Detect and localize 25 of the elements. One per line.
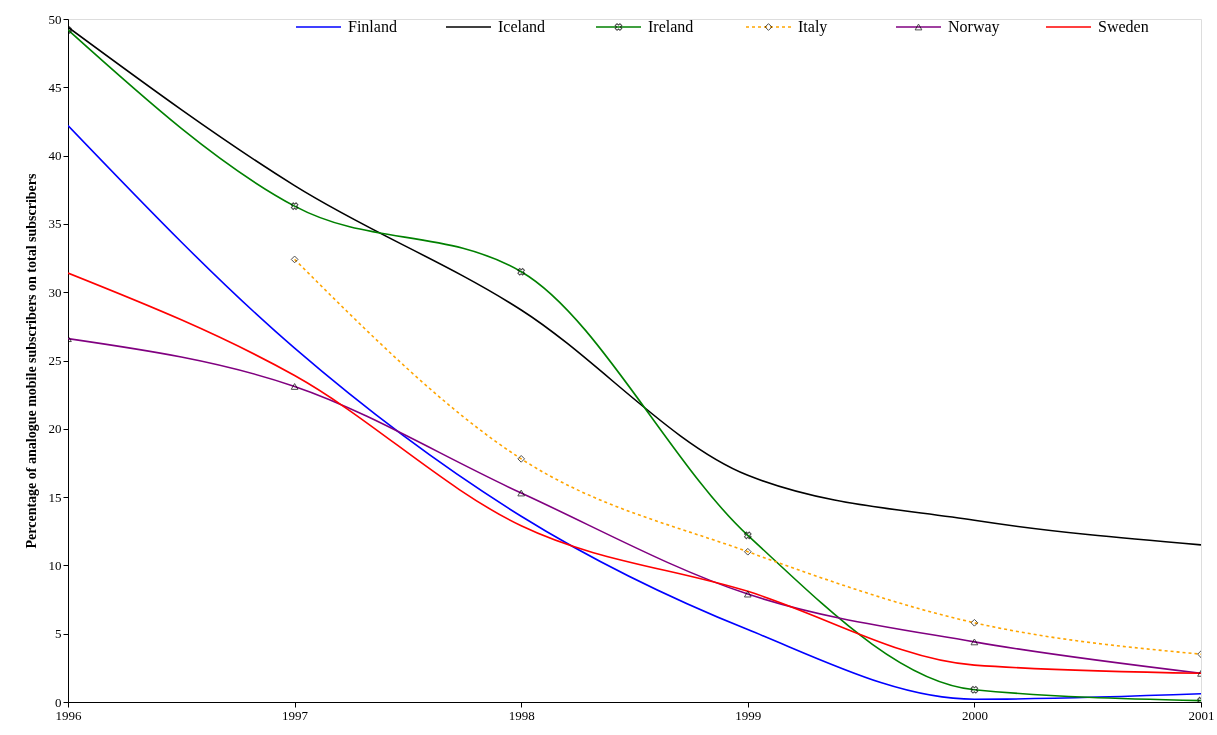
y-tick-label: 50: [48, 11, 62, 27]
y-tick-label: 10: [48, 557, 62, 573]
y-axis-title: Percentage of analogue mobile subscribers on total subscribers: [23, 172, 39, 549]
y-tick-label: 15: [48, 489, 62, 505]
legend-label: Iceland: [498, 18, 546, 35]
x-tick-label: 1998: [508, 707, 535, 723]
y-tick-label: 25: [48, 353, 62, 368]
y-tick-label: 40: [48, 148, 62, 164]
legend-label: Italy: [798, 18, 828, 36]
x-tick-label: 1997: [282, 707, 309, 723]
y-tick-label: 30: [48, 284, 62, 300]
x-tick-label: 2000: [961, 707, 988, 723]
y-tick-label: 5: [55, 626, 62, 642]
y-tick-label: 20: [48, 421, 62, 437]
y-tick-label: 0: [55, 694, 62, 710]
y-tick-label: 45: [48, 79, 62, 95]
legend-label: Finland: [348, 18, 397, 35]
x-tick-label: 1999: [735, 707, 762, 723]
y-tick-label: 35: [48, 216, 62, 232]
x-tick-label: 1996: [55, 707, 82, 723]
legend-label: Sweden: [1098, 18, 1149, 35]
legend-label: Ireland: [648, 18, 694, 35]
line-series: [68, 272, 1201, 675]
legend-label: Norway: [948, 18, 1000, 36]
x-tick-label: 2001: [1188, 707, 1215, 723]
